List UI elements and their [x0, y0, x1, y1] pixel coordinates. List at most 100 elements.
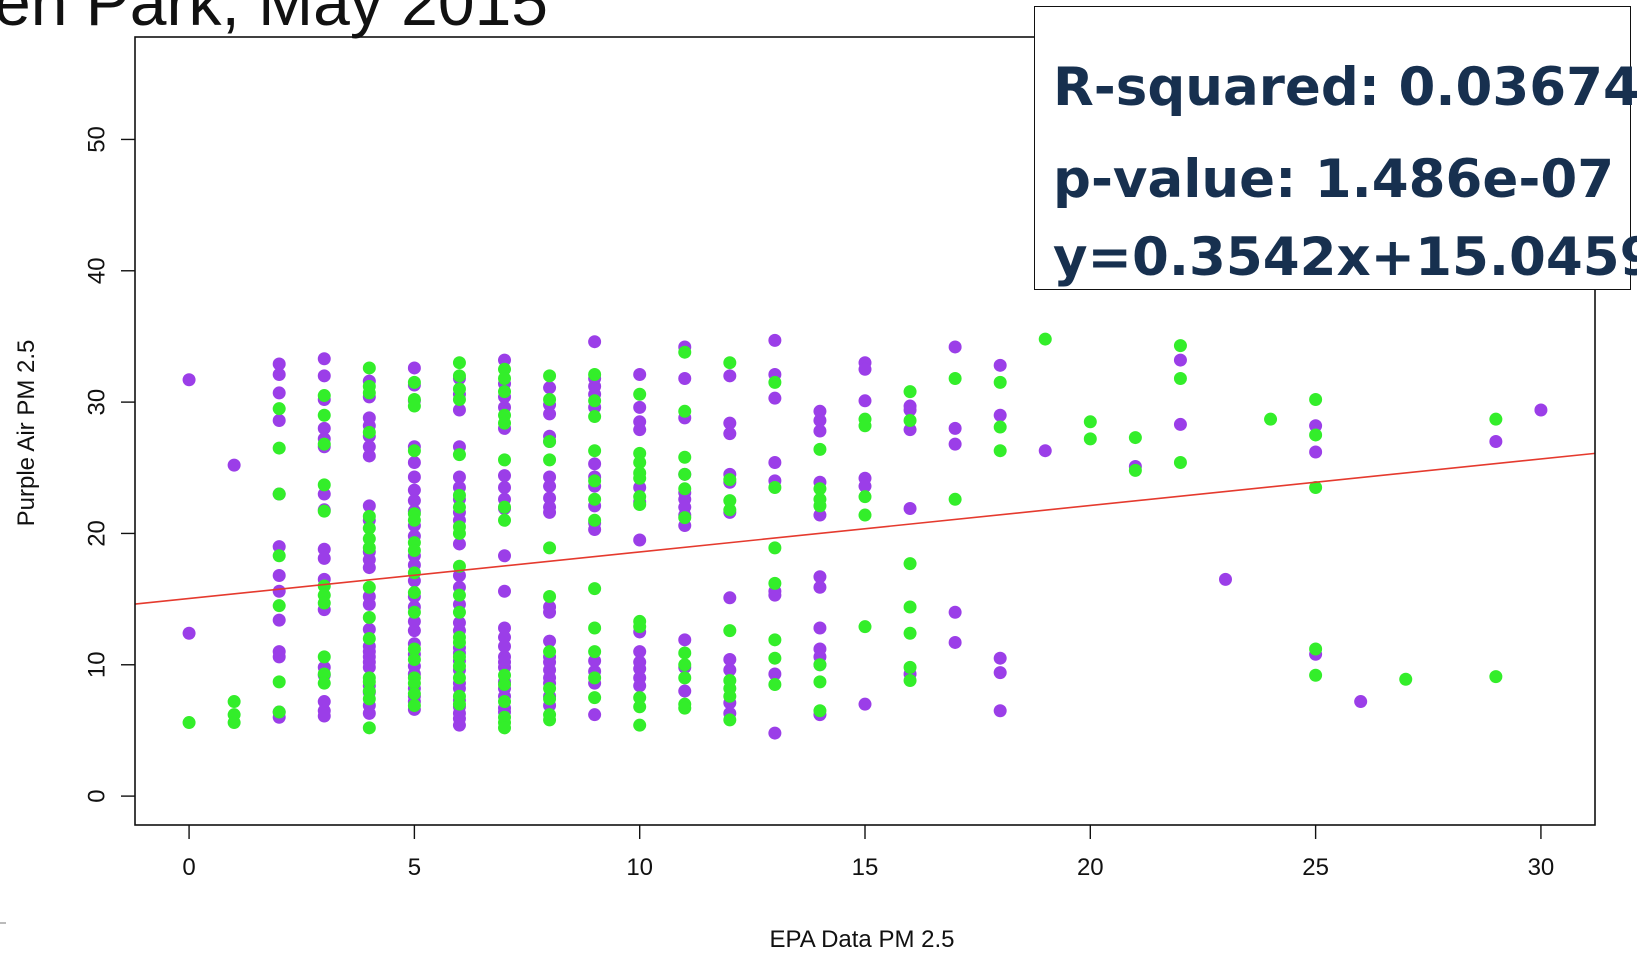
data-point: [362, 597, 376, 611]
data-point: [948, 492, 962, 506]
data-point: [498, 469, 512, 483]
data-point: [678, 511, 692, 525]
data-point: [723, 689, 737, 703]
data-point: [948, 437, 962, 451]
data-point: [723, 624, 737, 638]
data-point: [317, 369, 331, 383]
data-point: [768, 651, 782, 665]
data-point: [272, 357, 286, 371]
data-point: [498, 721, 512, 735]
data-point: [543, 381, 557, 395]
data-point: [317, 579, 331, 593]
data-point: [362, 561, 376, 575]
data-point: [723, 427, 737, 441]
data-point: [903, 600, 917, 614]
data-point: [362, 692, 376, 706]
p-value-text: p-value: 1.486e-07: [1053, 149, 1615, 210]
data-point: [588, 582, 602, 596]
data-point: [1489, 670, 1503, 684]
data-point: [768, 576, 782, 590]
data-point: [723, 494, 737, 508]
data-point: [633, 662, 647, 676]
data-point: [317, 695, 331, 709]
data-point: [633, 679, 647, 693]
data-point: [543, 645, 557, 659]
data-point: [362, 610, 376, 624]
data-point: [948, 371, 962, 385]
data-point: [1128, 463, 1142, 477]
data-point: [272, 540, 286, 554]
data-point: [498, 500, 512, 514]
data-point: [588, 621, 602, 635]
data-point: [588, 691, 602, 705]
data-point: [1309, 392, 1323, 406]
data-point: [903, 385, 917, 399]
data-point: [407, 624, 421, 638]
y-tick-label: 20: [84, 520, 111, 547]
data-point: [317, 389, 331, 403]
data-point: [452, 537, 466, 551]
data-point: [633, 471, 647, 485]
data-point: [1128, 431, 1142, 445]
data-point: [182, 716, 196, 730]
data-point: [633, 533, 647, 547]
data-point: [1309, 428, 1323, 442]
data-point: [498, 385, 512, 399]
data-point: [182, 626, 196, 640]
regression-stats-box: R-squared: 0.03674 p-value: 1.486e-07 y=…: [1034, 6, 1637, 290]
data-point: [858, 508, 872, 522]
data-point: [858, 479, 872, 493]
data-point: [362, 632, 376, 646]
data-point: [543, 479, 557, 493]
data-point: [1309, 419, 1323, 433]
data-point: [723, 416, 737, 430]
data-point: [903, 557, 917, 571]
data-point: [407, 483, 421, 497]
data-point: [588, 492, 602, 506]
data-point: [543, 407, 557, 421]
data-point: [813, 658, 827, 672]
data-point: [407, 653, 421, 667]
data-point: [813, 621, 827, 635]
data-point: [498, 621, 512, 635]
data-point: [317, 676, 331, 690]
data-point: [768, 480, 782, 494]
data-point: [858, 490, 872, 504]
data-point: [317, 667, 331, 681]
data-point: [317, 487, 331, 501]
data-point: [498, 695, 512, 709]
data-point: [452, 403, 466, 417]
data-point: [768, 677, 782, 691]
x-tick-label: 25: [1302, 854, 1329, 881]
data-point: [588, 708, 602, 722]
r-squared-text: R-squared: 0.03674: [1053, 57, 1637, 118]
data-point: [498, 416, 512, 430]
data-point: [317, 650, 331, 664]
data-point: [272, 402, 286, 416]
data-point: [768, 667, 782, 681]
data-point: [362, 532, 376, 546]
data-point: [272, 568, 286, 582]
data-point: [498, 549, 512, 563]
data-point: [588, 335, 602, 349]
regression-line: [134, 452, 1596, 605]
data-point: [362, 361, 376, 375]
data-point: [1173, 417, 1187, 431]
data-point: [903, 660, 917, 674]
data-point: [1309, 480, 1323, 494]
data-point: [317, 542, 331, 556]
data-point: [1264, 412, 1278, 426]
data-point: [452, 605, 466, 619]
data-points: [182, 332, 1548, 740]
data-point: [723, 591, 737, 605]
data-point: [1489, 412, 1503, 426]
data-point: [1489, 435, 1503, 449]
data-point: [678, 371, 692, 385]
data-point: [858, 620, 872, 634]
data-point: [407, 361, 421, 375]
data-point: [362, 521, 376, 535]
data-point: [1173, 353, 1187, 367]
data-point: [588, 394, 602, 408]
data-point: [948, 421, 962, 435]
data-point: [452, 369, 466, 383]
